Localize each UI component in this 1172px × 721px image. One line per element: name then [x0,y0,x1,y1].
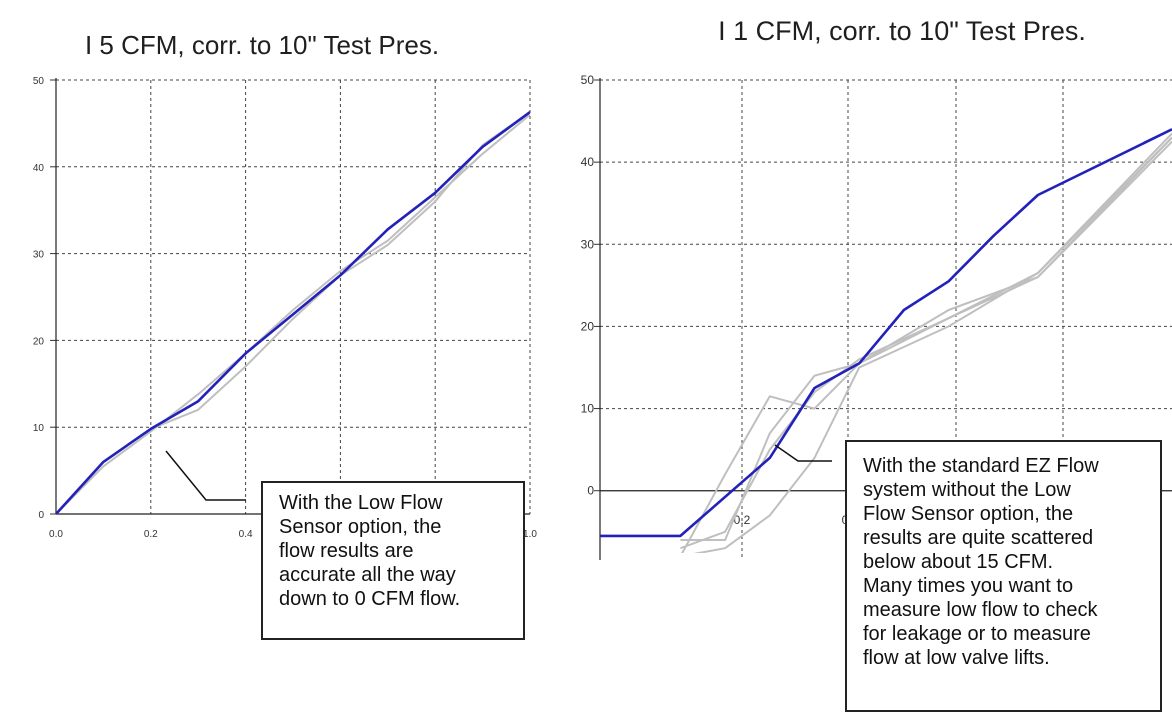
callout-leader [165,450,246,501]
callout-line: results are quite scattered [863,527,1094,549]
y-tick-label: 40 [33,163,45,174]
x-tick-label: 0.0 [49,529,63,540]
y-tick-label: 30 [33,250,45,261]
y-tick-label: 40 [581,155,595,169]
y-tick-label: 10 [581,402,595,416]
series-line [600,128,1172,538]
y-tick-label: 0 [38,510,44,521]
y-tick-label: 20 [581,319,595,333]
x-tick-label: 0.2 [734,513,751,527]
x-tick-label: 0.2 [144,529,158,540]
series-line [56,111,530,514]
left-callout-box: With the Low Flow Sensor option, the flo… [261,481,525,640]
callout-line: below about 15 CFM. [863,551,1054,573]
callout-line: measure low flow to check [863,599,1098,621]
right-chart-title: I 1 CFM, corr. to 10" Test Pres. [718,16,1086,46]
y-tick-label: 30 [581,237,595,251]
x-tick-label: 0.4 [239,529,253,540]
callout-line: system without the Low [863,479,1071,501]
callout-line: Sensor option, the [279,516,442,538]
right-callout-box: With the standard EZ Flow system without… [845,440,1162,712]
left-chart-title: I 5 CFM, corr. to 10" Test Pres. [84,30,440,60]
callout-line: flow at low valve lifts. [863,647,1050,669]
callout-line: Flow Sensor option, the [863,503,1074,525]
y-tick-label: 0 [587,484,594,498]
x-tick-label: 1.0 [523,529,537,540]
y-tick-label: 10 [33,423,45,434]
y-tick-label: 50 [581,73,595,87]
callout-line: With the Low Flow [279,492,443,514]
callout-leader [774,444,832,462]
series-line [693,136,1172,553]
series-line [680,132,1172,541]
callout-line: Many times you want to [863,575,1074,597]
y-tick-label: 20 [33,336,45,347]
callout-line: accurate all the way [279,564,456,586]
y-tick-label: 50 [33,76,45,87]
callout-line: down to 0 CFM flow. [279,588,461,610]
callout-line: for leakage or to measure [863,623,1091,645]
callout-line: With the standard EZ Flow [863,455,1099,477]
callout-line: flow results are [279,540,414,562]
